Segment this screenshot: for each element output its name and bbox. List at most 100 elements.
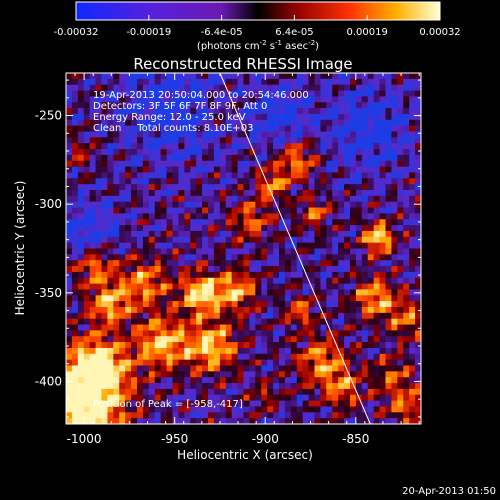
heatmap-cell: [219, 377, 227, 384]
heatmap-cell: [249, 283, 256, 290]
heatmap-cell: [166, 283, 173, 290]
heatmap-cell: [107, 149, 114, 156]
heatmap-cell: [125, 90, 132, 97]
heatmap-cell: [154, 207, 162, 214]
heatmap-cell: [154, 125, 162, 132]
heatmap-cell: [77, 383, 85, 390]
heatmap-cell: [184, 377, 191, 384]
heatmap-cell: [196, 125, 203, 132]
heatmap-cell: [255, 307, 262, 314]
heatmap-cell: [373, 119, 380, 127]
heatmap-cell: [71, 131, 79, 138]
heatmap-cell: [326, 266, 333, 273]
heatmap-cell: [320, 318, 327, 325]
heatmap-cell: [225, 418, 233, 424]
heatmap-cell: [202, 377, 209, 384]
heatmap-cell: [231, 289, 238, 296]
heatmap-cell: [101, 283, 108, 290]
heatmap-cell: [95, 172, 102, 179]
heatmap-cell: [320, 219, 327, 226]
heatmap-cell: [332, 154, 339, 162]
heatmap-cell: [148, 172, 156, 179]
heatmap-cell: [101, 149, 108, 156]
heatmap-cell: [219, 236, 227, 244]
heatmap-cell: [172, 172, 179, 179]
heatmap-cell: [131, 184, 138, 191]
heatmap-cell: [249, 236, 256, 244]
heatmap-cell: [243, 289, 250, 296]
heatmap-cell: [219, 154, 227, 162]
heatmap-cell: [397, 201, 404, 208]
heatmap-cell: [314, 131, 321, 138]
heatmap-cell: [385, 301, 392, 308]
heatmap-cell: [338, 201, 345, 208]
heatmap-cell: [367, 418, 375, 424]
heatmap-cell: [225, 277, 233, 284]
heatmap-cell: [320, 207, 327, 214]
heatmap-cell: [249, 102, 256, 109]
heatmap-cell: [66, 277, 73, 284]
heatmap-cell: [160, 149, 167, 156]
heatmap-cell: [284, 143, 292, 150]
heatmap-cell: [261, 301, 268, 308]
heatmap-cell: [107, 108, 114, 115]
heatmap-cell: [415, 230, 421, 238]
heatmap-cell: [208, 219, 215, 226]
heatmap-cell: [160, 271, 167, 279]
heatmap-cell: [113, 295, 120, 302]
heatmap-cell: [284, 160, 292, 167]
heatmap-cell: [385, 365, 392, 372]
heatmap-cell: [367, 213, 375, 220]
heatmap-cell: [172, 236, 179, 244]
heatmap-cell: [213, 347, 221, 355]
heatmap-cell: [131, 178, 138, 185]
heatmap-cell: [119, 160, 126, 167]
heatmap-cell: [308, 213, 315, 220]
heatmap-cell: [178, 73, 185, 80]
colorbar-tick-label: -0.00032: [54, 27, 99, 38]
heatmap-cell: [137, 84, 144, 91]
heatmap-cell: [83, 318, 91, 325]
heatmap-cell: [166, 213, 173, 220]
heatmap-cell: [344, 266, 351, 273]
heatmap-cell: [361, 178, 369, 185]
heatmap-cell: [296, 225, 304, 232]
heatmap-cell: [273, 90, 280, 97]
heatmap-cell: [166, 400, 173, 407]
heatmap-cell: [125, 371, 132, 378]
heatmap-cell: [89, 207, 96, 214]
heatmap-cell: [338, 154, 345, 162]
heatmap-cell: [267, 184, 274, 191]
heatmap-cell: [355, 301, 363, 308]
heatmap-cell: [83, 113, 91, 121]
heatmap-cell: [77, 324, 85, 331]
heatmap-cell: [219, 84, 227, 91]
heatmap-cell: [142, 84, 150, 91]
heatmap-cell: [202, 330, 209, 337]
heatmap-cell: [101, 90, 108, 97]
heatmap-cell: [338, 394, 345, 401]
heatmap-cell: [284, 195, 292, 203]
heatmap-cell: [66, 301, 73, 308]
heatmap-cell: [391, 230, 398, 238]
heatmap-cell: [255, 149, 262, 156]
heatmap-cell: [361, 260, 369, 267]
heatmap-cell: [273, 283, 280, 290]
heatmap-cell: [178, 307, 185, 314]
heatmap-cell: [279, 324, 286, 331]
heatmap-cell: [142, 78, 150, 86]
heatmap-cell: [213, 277, 221, 284]
heatmap-cell: [101, 219, 108, 226]
heatmap-cell: [95, 412, 102, 419]
heatmap-cell: [225, 119, 233, 127]
heatmap-cell: [190, 383, 197, 390]
heatmap-cell: [172, 184, 179, 191]
heatmap-cell: [391, 160, 398, 167]
heatmap-cell: [148, 295, 156, 302]
heatmap-cell: [391, 225, 398, 232]
heatmap-cell: [296, 143, 304, 150]
heatmap-cell: [385, 73, 392, 80]
heatmap-cell: [95, 184, 102, 191]
heatmap-cell: [397, 207, 404, 214]
heatmap-cell: [261, 90, 268, 97]
